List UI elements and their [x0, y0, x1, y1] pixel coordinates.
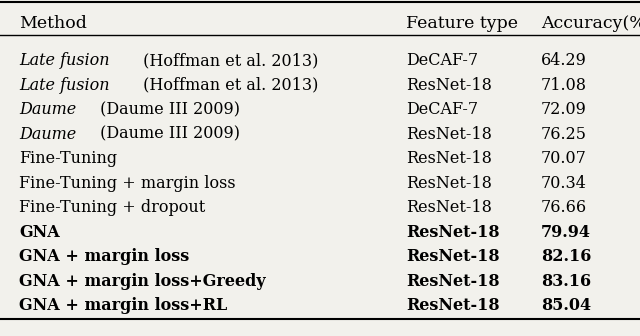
Text: 83.16: 83.16 — [541, 273, 591, 290]
Text: (Hoffman et al. 2013): (Hoffman et al. 2013) — [138, 52, 318, 69]
Text: ResNet-18: ResNet-18 — [406, 248, 500, 265]
Text: Late fusion: Late fusion — [19, 52, 109, 69]
Text: 79.94: 79.94 — [541, 224, 591, 241]
Text: Fine-Tuning + margin loss: Fine-Tuning + margin loss — [19, 175, 236, 192]
Text: 72.09: 72.09 — [541, 101, 587, 118]
Text: Feature type: Feature type — [406, 15, 518, 32]
Text: Fine-Tuning: Fine-Tuning — [19, 150, 117, 167]
Text: DeCAF-7: DeCAF-7 — [406, 101, 479, 118]
Text: ResNet-18: ResNet-18 — [406, 175, 492, 192]
Text: 70.07: 70.07 — [541, 150, 587, 167]
Text: ResNet-18: ResNet-18 — [406, 273, 500, 290]
Text: GNA + margin loss+Greedy: GNA + margin loss+Greedy — [19, 273, 266, 290]
Text: ResNet-18: ResNet-18 — [406, 199, 492, 216]
Text: 71.08: 71.08 — [541, 77, 587, 94]
Text: Daume: Daume — [19, 126, 76, 143]
Text: ResNet-18: ResNet-18 — [406, 224, 500, 241]
Text: Late fusion: Late fusion — [19, 77, 109, 94]
Text: (Daume III 2009): (Daume III 2009) — [95, 101, 240, 118]
Text: 82.16: 82.16 — [541, 248, 591, 265]
Text: Fine-Tuning + dropout: Fine-Tuning + dropout — [19, 199, 205, 216]
Text: Daume: Daume — [19, 101, 76, 118]
Text: 76.66: 76.66 — [541, 199, 587, 216]
Text: GNA: GNA — [19, 224, 60, 241]
Text: 70.34: 70.34 — [541, 175, 587, 192]
Text: Method: Method — [19, 15, 87, 32]
Text: ResNet-18: ResNet-18 — [406, 126, 492, 143]
Text: DeCAF-7: DeCAF-7 — [406, 52, 479, 69]
Text: ResNet-18: ResNet-18 — [406, 297, 500, 314]
Text: 64.29: 64.29 — [541, 52, 587, 69]
Text: 76.25: 76.25 — [541, 126, 587, 143]
Text: Accuracy(%): Accuracy(%) — [541, 15, 640, 32]
Text: ResNet-18: ResNet-18 — [406, 77, 492, 94]
Text: (Daume III 2009): (Daume III 2009) — [95, 126, 240, 143]
Text: 85.04: 85.04 — [541, 297, 591, 314]
Text: GNA + margin loss+RL: GNA + margin loss+RL — [19, 297, 227, 314]
Text: ResNet-18: ResNet-18 — [406, 150, 492, 167]
Text: (Hoffman et al. 2013): (Hoffman et al. 2013) — [138, 77, 318, 94]
Text: GNA + margin loss: GNA + margin loss — [19, 248, 189, 265]
